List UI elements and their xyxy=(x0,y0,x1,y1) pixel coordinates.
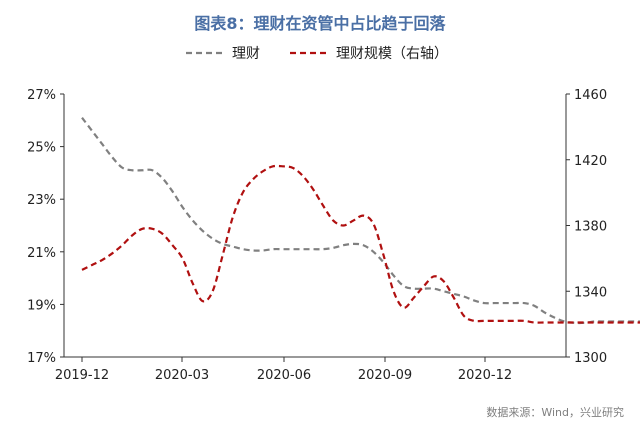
source-note: 数据来源：Wind，兴业研究 xyxy=(486,406,624,419)
legend-label: 理财 xyxy=(232,46,260,62)
left-tick-label: 17% xyxy=(27,351,56,366)
left-tick-label: 25% xyxy=(27,141,56,156)
x-tick-label: 2020-09 xyxy=(358,368,412,383)
right-tick-label: 1300 xyxy=(574,351,607,366)
x-tick-label: 2020-06 xyxy=(257,368,311,383)
axes: 17% 19% 21% 23% 25% 27% 1300 1340 1380 1420 1460 20… xyxy=(27,88,607,383)
x-tick-label: 2020-12 xyxy=(458,368,512,383)
left-tick-label: 19% xyxy=(27,298,56,313)
right-tick-label: 1460 xyxy=(574,88,607,103)
series-group xyxy=(81,117,640,325)
left-tick-label: 27% xyxy=(27,88,56,103)
left-tick-label: 23% xyxy=(27,193,56,208)
chart-title: 图表8：理财在资管中占比趋于回落 xyxy=(194,14,446,33)
legend: 理财 理财规模（右轴） xyxy=(186,46,448,62)
right-tick-label: 1420 xyxy=(574,154,607,169)
left-tick-label: 21% xyxy=(27,246,56,261)
series-line-licai-share xyxy=(81,117,640,325)
right-tick-label: 1380 xyxy=(574,220,607,235)
series-line-licai-scale xyxy=(81,164,640,324)
x-tick-label: 2019-12 xyxy=(55,368,109,383)
right-tick-label: 1340 xyxy=(574,285,607,300)
legend-label: 理财规模（右轴） xyxy=(336,46,448,62)
x-tick-label: 2020-03 xyxy=(155,368,209,383)
